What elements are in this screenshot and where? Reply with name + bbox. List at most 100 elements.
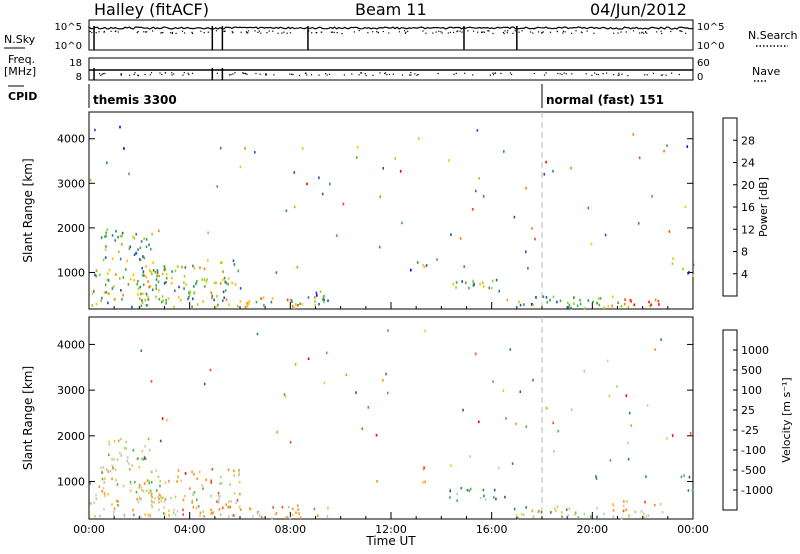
power-point — [237, 269, 240, 273]
nsearch-point — [289, 32, 292, 34]
power-point — [193, 292, 196, 295]
x-tick-label: 00:00 — [677, 523, 709, 536]
nsearch-point — [685, 32, 687, 34]
power-point — [455, 281, 458, 284]
power-point — [178, 285, 180, 289]
nsearch-point — [330, 31, 332, 33]
nsearch-point — [422, 30, 424, 32]
nsearch-point — [336, 32, 338, 34]
power-point — [131, 305, 133, 309]
power-point — [193, 266, 196, 270]
nsearch-point — [477, 31, 479, 33]
power-point — [234, 283, 237, 286]
velocity-point — [203, 515, 205, 518]
power-point — [216, 185, 219, 188]
nsearch-point — [170, 32, 172, 34]
velocity-point — [151, 501, 153, 504]
colorbar-tick-label: -500 — [741, 464, 766, 477]
power-point — [145, 304, 148, 307]
velocity-point — [552, 421, 554, 425]
power-point — [604, 233, 607, 237]
power-point — [583, 307, 586, 310]
velocity-point — [170, 496, 172, 500]
nsearch-point — [382, 30, 384, 33]
velocity-point — [252, 515, 254, 518]
power-point — [620, 305, 623, 308]
nsearch-point — [502, 31, 504, 34]
nave-point — [543, 74, 546, 76]
power-point — [148, 243, 150, 247]
velocity-point — [296, 504, 299, 507]
velocity-point — [299, 516, 302, 519]
power-point — [104, 283, 107, 287]
velocity-point — [256, 332, 259, 336]
power-point — [450, 233, 452, 236]
nsearch-point — [538, 31, 540, 33]
velocity-point — [519, 390, 522, 394]
power-point — [327, 299, 329, 302]
power-point — [224, 280, 226, 284]
nave-point — [453, 73, 455, 75]
nave-label: Nave — [752, 65, 781, 78]
power-point — [476, 129, 479, 132]
power-point — [314, 300, 316, 303]
velocity-point — [196, 498, 198, 502]
velocity-point — [129, 468, 131, 471]
velocity-point — [502, 389, 504, 392]
velocity-point — [236, 498, 239, 502]
velocity-point — [142, 458, 144, 461]
power-point — [220, 261, 223, 264]
power-point — [119, 125, 121, 129]
power-point — [472, 284, 475, 287]
power-point — [482, 285, 485, 288]
nsearch-point — [231, 31, 233, 33]
nave-point — [149, 74, 151, 76]
velocity-point — [627, 441, 629, 445]
power-point — [410, 268, 412, 272]
power-point — [231, 281, 233, 285]
velocity-point — [625, 508, 627, 512]
velocity-point — [504, 495, 506, 499]
power-point — [133, 236, 136, 240]
velocity-point — [616, 385, 618, 388]
power-point — [686, 145, 689, 148]
velocity-point — [612, 515, 615, 519]
power-point — [195, 282, 197, 285]
velocity-point — [108, 440, 110, 444]
velocity-point — [177, 476, 179, 479]
velocity-point — [258, 514, 261, 517]
power-point — [111, 287, 114, 290]
power-point — [329, 182, 331, 186]
nave-point — [596, 73, 598, 75]
velocity-point — [139, 515, 142, 519]
power-point — [321, 192, 324, 196]
x-tick-label: 16:00 — [476, 523, 508, 536]
velocity-point — [137, 500, 140, 504]
power-point — [222, 290, 225, 294]
nsearch-point — [580, 31, 583, 33]
nave-point — [401, 74, 404, 76]
power-point — [666, 144, 668, 147]
nave-point — [618, 72, 620, 74]
power-point — [543, 173, 546, 176]
nave-point — [464, 72, 466, 74]
nsearch-point — [171, 31, 174, 33]
velocity-point — [109, 469, 112, 473]
velocity-point — [202, 510, 204, 513]
velocity-point — [537, 510, 540, 513]
velocity-point — [147, 513, 150, 517]
velocity-point — [229, 483, 231, 486]
velocity-point — [229, 505, 231, 509]
nsearch-point — [145, 31, 147, 33]
power-point — [121, 243, 123, 246]
nave-point — [571, 73, 573, 75]
nsearch-point — [114, 30, 116, 33]
velocity-point — [565, 508, 568, 511]
nsearch-point — [645, 31, 647, 33]
power-point — [155, 278, 158, 281]
power-point — [142, 255, 144, 258]
nave-point — [133, 73, 135, 76]
power-point — [140, 304, 143, 308]
velocity-point — [218, 508, 221, 511]
power-point — [355, 156, 358, 159]
